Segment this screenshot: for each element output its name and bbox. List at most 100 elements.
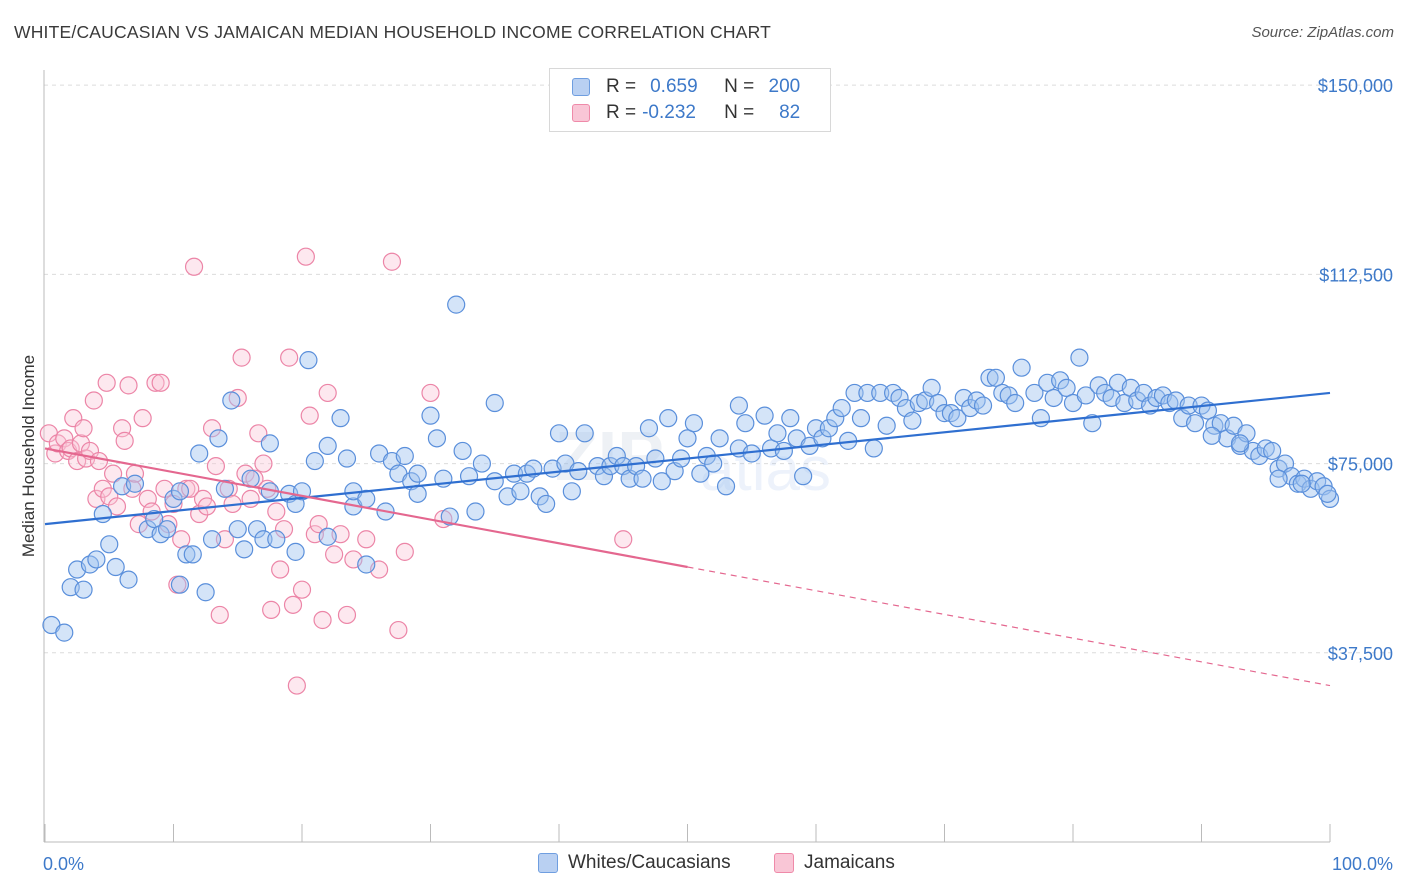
white-point xyxy=(768,424,787,443)
white-point xyxy=(466,502,485,521)
jamaican-point xyxy=(89,451,109,471)
white-point xyxy=(986,368,1006,387)
white-point xyxy=(832,398,851,418)
white-point xyxy=(260,434,279,453)
white-point xyxy=(447,295,466,314)
jamaican-point xyxy=(236,464,255,483)
y-tick-label: $112,500 xyxy=(1319,265,1393,285)
legend-n-label: N = xyxy=(724,76,755,97)
jamaican-point xyxy=(93,479,112,498)
jamaican-point xyxy=(151,373,170,392)
jamaican-point xyxy=(325,545,344,564)
white-point xyxy=(87,550,106,569)
jamaican-point xyxy=(382,252,402,271)
white-point xyxy=(864,439,883,458)
white-point xyxy=(607,446,626,466)
bottom-legend-swatch-jamaicans xyxy=(774,853,794,873)
white-point xyxy=(157,520,177,539)
white-point xyxy=(318,436,337,456)
jamaican-point xyxy=(274,520,294,539)
jamaican-point xyxy=(262,600,281,619)
jamaican-point xyxy=(215,530,234,549)
white-point xyxy=(928,393,948,413)
jamaican-point xyxy=(119,376,138,395)
white-point xyxy=(646,449,665,468)
white-point xyxy=(633,469,652,488)
legend-swatch-whites xyxy=(572,78,590,96)
white-point xyxy=(1057,378,1076,397)
jamaican-point xyxy=(254,454,273,473)
white-point xyxy=(736,414,755,433)
white-point xyxy=(819,419,838,438)
white-point xyxy=(408,484,427,503)
white-point xyxy=(716,477,736,496)
bottom-legend-swatch-whites xyxy=(538,853,558,873)
white-point xyxy=(421,406,440,425)
jamaican-point xyxy=(287,676,306,695)
white-point xyxy=(55,623,74,642)
x-tick-label: 100.0% xyxy=(1332,854,1393,874)
jamaican-point xyxy=(337,605,357,625)
white-point xyxy=(890,388,909,408)
white-point xyxy=(504,464,524,483)
jamaican-point xyxy=(280,348,299,367)
jamaican-point xyxy=(271,560,290,579)
jamaican-point xyxy=(296,247,315,266)
white-point xyxy=(170,482,190,501)
jamaican-point xyxy=(107,497,127,516)
white-point xyxy=(1006,393,1025,413)
white-point xyxy=(684,414,704,433)
jamaican-point xyxy=(74,419,93,438)
jamaican-point xyxy=(389,620,408,640)
white-point xyxy=(427,429,447,448)
white-point xyxy=(125,474,145,493)
jamaican-point xyxy=(104,464,123,483)
white-point xyxy=(209,429,228,448)
white-trend-line xyxy=(44,391,1331,526)
legend-n-value: 200 xyxy=(768,76,801,97)
jamaican-point xyxy=(313,610,332,630)
white-point xyxy=(794,467,813,486)
jamaican-points xyxy=(39,247,633,695)
legend-row-whites: R = 0.659 N = 200 xyxy=(572,74,800,100)
white-point xyxy=(537,494,556,514)
jamaican-point xyxy=(395,542,414,561)
white-point xyxy=(267,530,286,549)
jamaican-point xyxy=(146,373,165,392)
jamaican-point xyxy=(300,406,319,425)
white-point xyxy=(1269,469,1288,488)
white-point xyxy=(1320,489,1340,508)
jamaican-point xyxy=(219,479,238,498)
white-point xyxy=(177,545,196,564)
white-point xyxy=(678,429,697,448)
jamaican-point xyxy=(172,530,191,549)
white-point xyxy=(453,441,472,461)
jamaican-point xyxy=(614,530,633,549)
y-tick-label: $75,000 xyxy=(1328,455,1393,475)
white-point xyxy=(485,472,504,491)
white-point xyxy=(691,464,710,483)
white-point xyxy=(1051,371,1070,390)
white-point xyxy=(170,575,190,594)
jamaican-trend-line xyxy=(44,447,688,569)
white-point xyxy=(652,472,671,491)
white-point xyxy=(845,383,864,403)
white-point xyxy=(202,530,222,549)
white-point xyxy=(74,580,93,599)
white-point xyxy=(1202,426,1221,445)
white-point xyxy=(710,429,729,448)
jamaican-point xyxy=(133,409,152,428)
jamaican-point xyxy=(357,530,376,549)
white-point xyxy=(357,555,376,574)
white-point xyxy=(826,409,845,428)
jamaican-point xyxy=(206,456,226,476)
white-point xyxy=(1263,441,1282,461)
legend-r-label: R = xyxy=(606,102,637,123)
y-tick-label: $37,500 xyxy=(1328,644,1393,664)
jamaican-point xyxy=(210,605,229,625)
white-point xyxy=(100,535,119,554)
correlation-legend: R = 0.659 N = 200 R = -0.232 N = 82 xyxy=(549,68,831,132)
trend-lines xyxy=(44,391,1331,687)
white-point xyxy=(973,396,993,415)
